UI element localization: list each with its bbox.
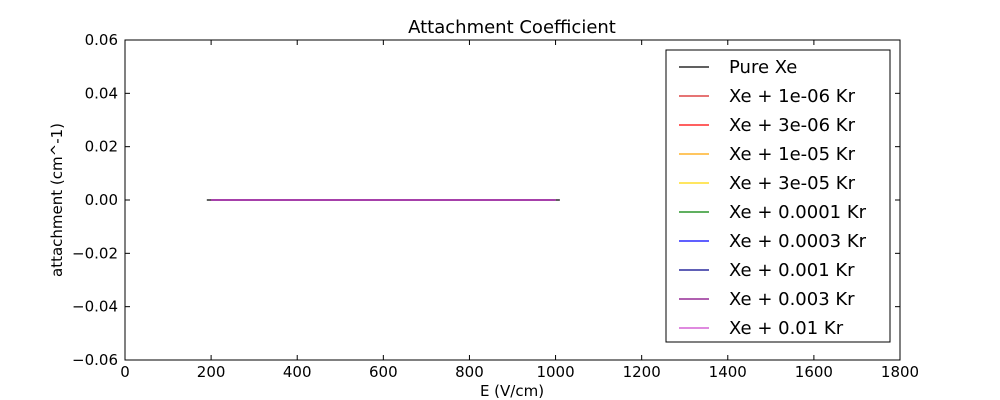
x-tick-label: 1800 xyxy=(881,363,919,381)
x-tick-label: 800 xyxy=(455,363,484,381)
x-tick-label: 600 xyxy=(369,363,398,381)
y-tick-label: 0.06 xyxy=(85,31,118,49)
x-tick-label: 200 xyxy=(197,363,226,381)
y-tick-label: 0.04 xyxy=(85,84,118,102)
legend-label: Xe + 0.01 Kr xyxy=(729,318,844,339)
y-tick-label: −0.06 xyxy=(72,351,118,369)
y-axis-label: attachment (cm^-1) xyxy=(48,123,66,277)
legend-label: Xe + 3e-05 Kr xyxy=(729,173,856,194)
chart-title: Attachment Coefficient xyxy=(408,17,616,38)
legend-label: Xe + 0.0003 Kr xyxy=(729,231,867,252)
x-tick-label: 400 xyxy=(283,363,312,381)
y-tick-label: −0.02 xyxy=(72,244,118,262)
x-tick-label: 1200 xyxy=(623,363,661,381)
x-tick-label: 0 xyxy=(120,363,130,381)
legend-label: Pure Xe xyxy=(729,57,797,78)
legend-label: Xe + 0.003 Kr xyxy=(729,289,855,310)
legend-label: Xe + 0.0001 Kr xyxy=(729,202,867,223)
legend-items: Pure Xe Xe + 1e-06 Kr Xe + 3e-06 Kr Xe + 1e… xyxy=(679,57,867,339)
legend-box xyxy=(665,49,891,343)
legend: Pure Xe Xe + 1e-06 Kr Xe + 3e-06 Kr Xe + 1e… xyxy=(665,49,891,343)
x-tick-label: 1400 xyxy=(709,363,747,381)
legend-label: Xe + 1e-06 Kr xyxy=(729,86,856,107)
y-tick-label: −0.04 xyxy=(72,298,118,316)
y-tick-label: 0.02 xyxy=(85,138,118,156)
x-axis-label: E (V/cm) xyxy=(480,382,544,400)
legend-label: Xe + 1e-05 Kr xyxy=(729,144,856,165)
x-tick-label: 1000 xyxy=(536,363,574,381)
legend-label: Xe + 3e-06 Kr xyxy=(729,115,856,136)
y-tick-label: 0.00 xyxy=(85,191,118,209)
legend-label: Xe + 0.001 Kr xyxy=(729,260,855,281)
axis-layer: 0 200 400 600 800 1000 1200 1400 1600 1800 −0.06 −0… xyxy=(72,31,919,381)
x-tick-label: 1600 xyxy=(795,363,833,381)
